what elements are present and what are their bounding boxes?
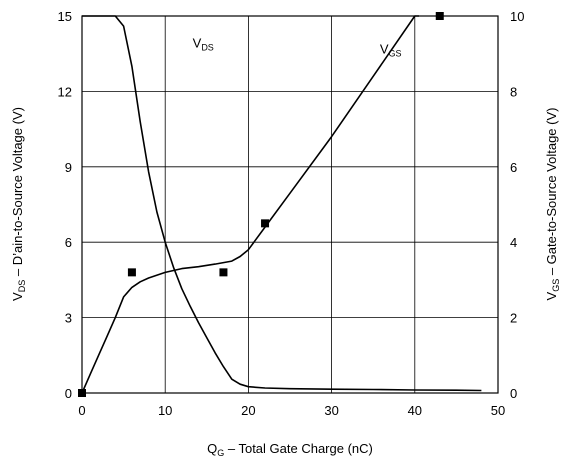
x-tick-label-5: 50: [491, 403, 505, 418]
right-tick-label-1: 2: [510, 311, 517, 326]
right-axis-ticks: 0 2 4 6 8 10: [510, 9, 524, 401]
right-tick-label-0: 0: [510, 386, 517, 401]
data-marker-2: [219, 268, 228, 277]
x-tick-label-2: 20: [241, 403, 255, 418]
series-line-vds: [82, 15, 482, 392]
x-tick-label-4: 40: [408, 403, 422, 418]
series-lines: [81, 15, 482, 394]
grid: [82, 16, 498, 393]
data-marker-0: [78, 389, 86, 397]
right-tick-label-3: 6: [510, 160, 517, 175]
left-tick-label-5: 15: [58, 9, 72, 24]
x-tick-label-3: 30: [324, 403, 338, 418]
plot-frame: [81, 15, 499, 394]
plot-area: [82, 16, 498, 393]
x-axis-label: QG – Total Gate Charge (nC): [207, 441, 373, 458]
left-tick-label-0: 0: [65, 386, 72, 401]
left-tick-label-3: 9: [65, 160, 72, 175]
data-marker-3: [261, 219, 270, 228]
right-tick-label-5: 10: [510, 9, 524, 24]
data-marker-1: [127, 268, 136, 277]
left-axis-label: VDS – D’ain-to-Source Voltage (V): [10, 107, 27, 301]
right-tick-label-2: 4: [510, 235, 517, 250]
series-annotation-vgs: VGS: [380, 42, 402, 59]
right-tick-label-4: 8: [510, 84, 517, 99]
data-markers: [78, 12, 444, 397]
x-tick-label-1: 10: [158, 403, 172, 418]
data-marker-4: [435, 12, 444, 20]
series-annotations: VDS VGS: [193, 35, 402, 58]
right-axis-label: VGS – Gate-to-Source Voltage (V): [544, 108, 561, 301]
x-tick-label-0: 0: [78, 403, 85, 418]
series-line-vgs: [81, 15, 419, 394]
series-annotation-vds: VDS: [193, 35, 214, 52]
left-tick-label-1: 3: [65, 311, 72, 326]
left-axis-ticks: 0 3 6 9 12 15: [58, 9, 72, 401]
left-tick-label-4: 12: [58, 84, 72, 99]
left-tick-label-2: 6: [65, 235, 72, 250]
x-axis-ticks: 0 10 20 30 40 50: [78, 403, 505, 418]
